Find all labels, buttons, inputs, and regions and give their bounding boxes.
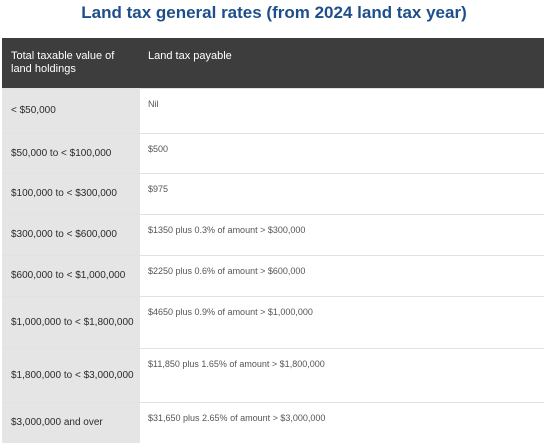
column-header-taxable-value: Total taxable value of land holdings (2, 38, 140, 89)
tax-payable-cell: $975 (140, 173, 544, 215)
table-row: $1,000,000 to < $1,800,000 $4650 plus 0.… (2, 296, 544, 349)
tax-payable-cell: $4650 plus 0.9% of amount > $1,000,000 (140, 296, 544, 349)
taxable-value-cell: $50,000 to < $100,000 (2, 133, 140, 174)
tax-payable-cell: $11,850 plus 1.65% of amount > $1,800,00… (140, 348, 544, 403)
taxable-value-cell: $100,000 to < $300,000 (2, 173, 140, 215)
column-header-tax-payable: Land tax payable (140, 38, 544, 89)
tax-payable-cell: Nil (140, 88, 544, 134)
taxable-value-cell: $300,000 to < $600,000 (2, 214, 140, 256)
tax-payable-cell: $500 (140, 133, 544, 174)
land-tax-rates-table: Total taxable value of land holdings Lan… (2, 38, 544, 443)
tax-payable-cell: $1350 plus 0.3% of amount > $300,000 (140, 214, 544, 256)
page-title: Land tax general rates (from 2024 land t… (81, 3, 467, 22)
taxable-value-cell: $1,000,000 to < $1,800,000 (2, 296, 140, 349)
table-row: $3,000,000 and over $31,650 plus 2.65% o… (2, 402, 544, 443)
tax-payable-cell: $31,650 plus 2.65% of amount > $3,000,00… (140, 402, 544, 443)
table-header-row: Total taxable value of land holdings Lan… (2, 38, 544, 89)
tax-payable-cell: $2250 plus 0.6% of amount > $600,000 (140, 255, 544, 297)
table-row: $50,000 to < $100,000 $500 (2, 133, 544, 174)
table-row: $100,000 to < $300,000 $975 (2, 173, 544, 215)
table-row: < $50,000 Nil (2, 88, 544, 134)
taxable-value-cell: < $50,000 (2, 88, 140, 134)
taxable-value-cell: $600,000 to < $1,000,000 (2, 255, 140, 297)
taxable-value-cell: $1,800,000 to < $3,000,000 (2, 348, 140, 403)
table-row: $600,000 to < $1,000,000 $2250 plus 0.6%… (2, 255, 544, 297)
table-row: $1,800,000 to < $3,000,000 $11,850 plus … (2, 348, 544, 403)
taxable-value-cell: $3,000,000 and over (2, 402, 140, 443)
table-row: $300,000 to < $600,000 $1350 plus 0.3% o… (2, 214, 544, 256)
